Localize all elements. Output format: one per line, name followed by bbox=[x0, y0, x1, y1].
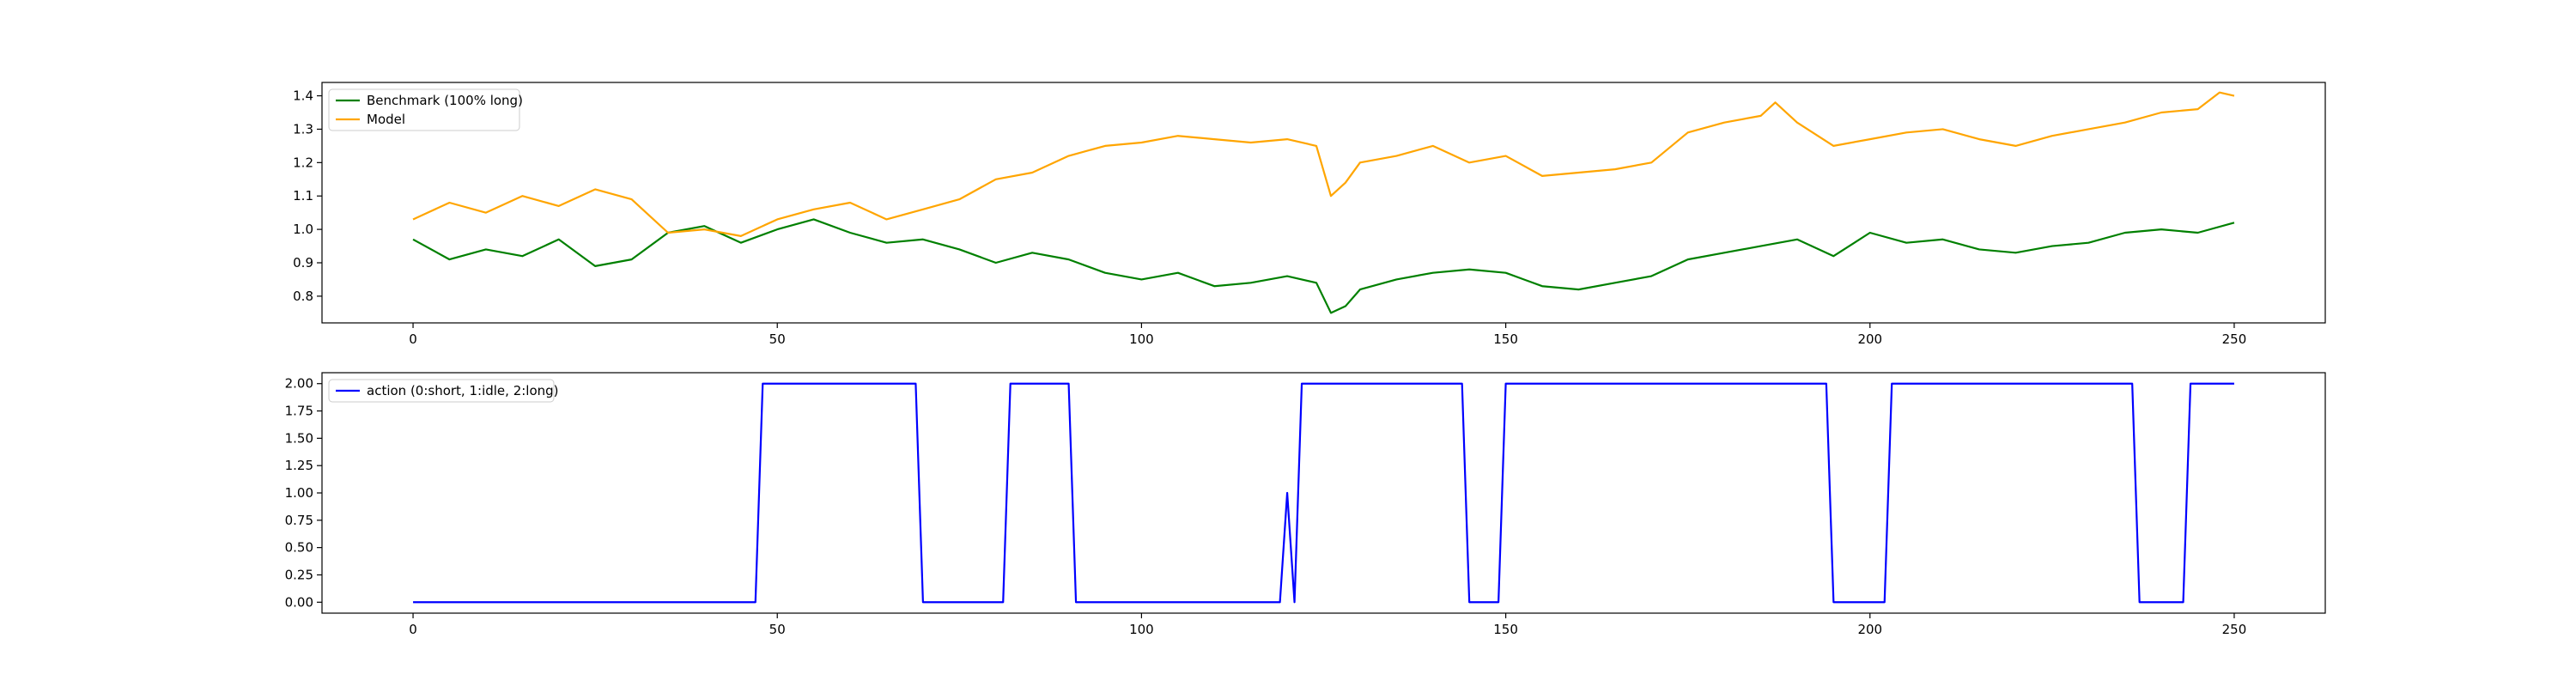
y-tick-label: 1.75 bbox=[285, 404, 313, 419]
axes-frame bbox=[321, 82, 2326, 324]
y-tick-label: 0.50 bbox=[285, 540, 313, 556]
x-tick-label: 200 bbox=[1857, 331, 1882, 347]
y-tick-label: 0.25 bbox=[285, 567, 313, 582]
x-tick-label: 100 bbox=[1129, 622, 1154, 637]
y-tick-label: 0.8 bbox=[293, 289, 313, 304]
series-line-1 bbox=[413, 382, 2234, 604]
x-tick-label: 0 bbox=[409, 622, 417, 637]
y-tick-label: 1.00 bbox=[285, 485, 313, 501]
x-tick-label: 250 bbox=[2222, 622, 2247, 637]
x-tick-label: 50 bbox=[769, 331, 786, 347]
x-tick-label: 50 bbox=[769, 622, 786, 637]
x-tick-label: 200 bbox=[1857, 622, 1882, 637]
legend-label: action (0:short, 1:idle, 2:long) bbox=[367, 383, 559, 398]
y-tick-label: 1.4 bbox=[293, 88, 313, 104]
x-tick-label: 0 bbox=[409, 331, 417, 347]
y-tick-label: 0.75 bbox=[285, 513, 313, 528]
axes-frame bbox=[321, 372, 2326, 614]
y-tick-label: 0.00 bbox=[285, 594, 313, 610]
legend-label: Benchmark (100% long) bbox=[367, 93, 523, 108]
y-tick-label: 1.3 bbox=[293, 121, 313, 137]
performance-chart: 0 50 100 150 200 250 0.8 0.9 1.0 1.1 1.2 1.3 1.4 Benc… bbox=[293, 82, 2326, 347]
y-tick-label: 2.00 bbox=[285, 376, 313, 392]
y-tick-label: 1.0 bbox=[293, 222, 313, 237]
y-tick-label: 1.25 bbox=[285, 458, 313, 473]
y-tick-label: 1.2 bbox=[293, 155, 313, 170]
x-tick-label: 150 bbox=[1493, 622, 1518, 637]
legend-label: Model bbox=[367, 112, 405, 127]
x-tick-label: 150 bbox=[1493, 331, 1518, 347]
series-line-2 bbox=[412, 91, 2235, 237]
y-tick-label: 1.50 bbox=[285, 430, 313, 446]
legend-box bbox=[328, 379, 555, 403]
y-tick-label: 0.9 bbox=[293, 255, 313, 271]
y-tick-label: 1.1 bbox=[293, 188, 313, 204]
x-tick-label: 250 bbox=[2222, 331, 2247, 347]
x-tick-label: 100 bbox=[1129, 331, 1154, 347]
series-line-1 bbox=[412, 218, 2235, 314]
legend-box bbox=[328, 88, 520, 131]
action-chart: 0 50 100 150 200 250 0.00 0.25 0.50 0.75 1.00 1.25 1… bbox=[285, 372, 2326, 637]
